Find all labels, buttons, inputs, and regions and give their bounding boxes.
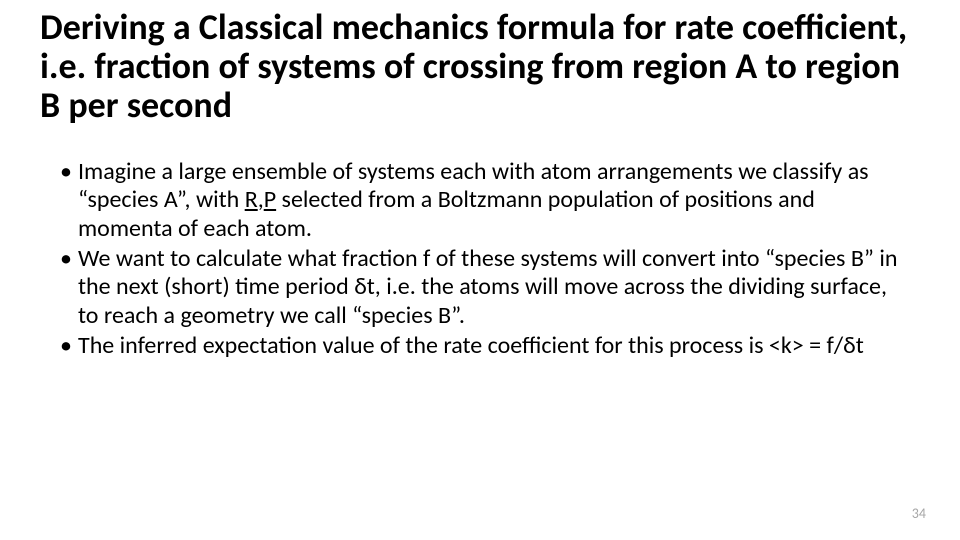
underlined-R: R (245, 185, 258, 214)
underlined-P: P (264, 185, 276, 214)
bullet-text: Imagine a large ensemble of systems each… (78, 158, 900, 243)
slide-title: Deriving a Classical mechanics formula f… (40, 8, 920, 125)
bullet-item: • We want to calculate what fraction f o… (60, 245, 900, 330)
page-number: 34 (912, 505, 926, 522)
slide-body: • Imagine a large ensemble of systems ea… (60, 158, 900, 362)
slide: Deriving a Classical mechanics formula f… (0, 0, 960, 540)
bullet-text: The inferred expectation value of the ra… (78, 332, 900, 360)
bullet-item: • The inferred expectation value of the … (60, 332, 900, 360)
bullet-item: • Imagine a large ensemble of systems ea… (60, 158, 900, 243)
bullet-dot: • (60, 332, 78, 360)
bullet-dot: • (60, 158, 78, 243)
bullet-text: We want to calculate what fraction f of … (78, 245, 900, 330)
bullet-dot: • (60, 245, 78, 330)
